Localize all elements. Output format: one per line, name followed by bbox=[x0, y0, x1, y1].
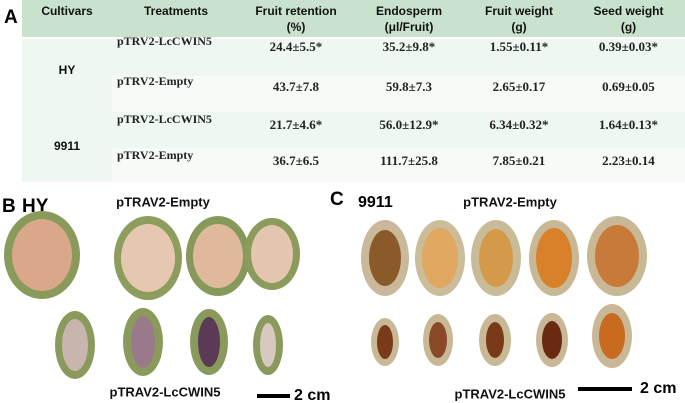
fruit bbox=[369, 230, 401, 286]
value-cell: 43.7±7.8 bbox=[273, 79, 320, 94]
value-cell: 2.65±0.17 bbox=[493, 79, 546, 94]
panel-label: A bbox=[4, 7, 18, 28]
fruit bbox=[12, 219, 72, 291]
value-cell: 7.85±0.21 bbox=[493, 153, 546, 168]
value-cell: 6.34±0.32* bbox=[489, 117, 548, 132]
value-cell: 0.39±0.03* bbox=[599, 39, 658, 54]
header-cell: Treatments bbox=[144, 4, 208, 18]
fruit bbox=[377, 325, 393, 359]
value-cell: 36.7±6.5 bbox=[273, 153, 320, 168]
table-header-bg bbox=[22, 0, 685, 38]
photo-label: pTRAV2-LcCWIN5 bbox=[455, 386, 566, 401]
value-cell: 35.2±9.8* bbox=[383, 39, 436, 54]
scale-label: 2 cm bbox=[640, 380, 676, 397]
treatment-cell: pTRV2-LcCWIN5 bbox=[117, 34, 212, 48]
photo-label: pTRAV2-Empty bbox=[116, 194, 210, 209]
fruit bbox=[595, 225, 639, 287]
value-cell: 1.64±0.13* bbox=[599, 117, 658, 132]
fruit bbox=[198, 317, 220, 367]
panel-c: C 9911 pTRAV2-Empty pTRAV2-LcCWIN5 2 cm bbox=[330, 189, 676, 401]
header-cell: Fruit retention bbox=[255, 4, 336, 18]
header-cell: Seed weight bbox=[593, 4, 663, 18]
header-cell: (μl/Fruit) bbox=[385, 20, 434, 34]
cultivar-cell: 9911 bbox=[54, 139, 80, 153]
fruit bbox=[121, 224, 175, 292]
row-bg bbox=[22, 38, 685, 76]
fruit bbox=[131, 316, 155, 368]
value-cell: 56.0±12.9* bbox=[379, 117, 438, 132]
fruit bbox=[486, 322, 504, 358]
value-cell: 111.7±25.8 bbox=[380, 153, 438, 168]
value-cell: 59.8±7.3 bbox=[386, 79, 433, 94]
fruit bbox=[193, 224, 243, 288]
fruit bbox=[479, 229, 513, 287]
panel-label: C bbox=[330, 189, 344, 210]
row-bg bbox=[22, 76, 112, 112]
panel-b: B HY pTRAV2-Empty pTRAV2-LcCWIN5 2 cm bbox=[2, 194, 330, 403]
treatment-cell: pTRV2-LcCWIN5 bbox=[117, 112, 212, 126]
photo-label: pTRAV2-Empty bbox=[463, 194, 557, 209]
fruit bbox=[429, 322, 447, 358]
value-cell: 1.55±0.11* bbox=[490, 39, 548, 54]
fruit bbox=[422, 228, 458, 288]
value-cell: 24.4±5.5* bbox=[270, 39, 323, 54]
fruit bbox=[62, 319, 88, 371]
row-bg bbox=[112, 76, 685, 112]
row-bg bbox=[112, 148, 685, 182]
photo-label: pTRAV2-LcCWIN5 bbox=[110, 384, 221, 399]
value-cell: 0.69±0.05 bbox=[602, 79, 655, 94]
value-cell: 2.23±0.14 bbox=[602, 153, 655, 168]
row-bg bbox=[22, 148, 112, 182]
fruit bbox=[599, 313, 625, 359]
row-bg bbox=[22, 112, 685, 148]
fruit bbox=[260, 323, 276, 367]
header-cell: (%) bbox=[287, 20, 306, 34]
cultivar-cell: HY bbox=[59, 63, 76, 77]
panel-label: B bbox=[2, 196, 16, 217]
header-cell: Cultivars bbox=[41, 4, 93, 18]
treatment-cell: pTRV2-Empty bbox=[117, 74, 193, 88]
scale-label: 2 cm bbox=[294, 387, 330, 403]
header-cell: Endosperm bbox=[376, 4, 442, 18]
header-cell: (g) bbox=[511, 20, 526, 34]
fruit bbox=[536, 228, 572, 288]
fruit bbox=[542, 321, 562, 359]
treatment-cell: pTRV2-Empty bbox=[117, 148, 193, 162]
cultivar-label: 9911 bbox=[358, 194, 393, 211]
value-cell: 21.7±4.6* bbox=[270, 117, 323, 132]
header-cell: (g) bbox=[621, 20, 636, 34]
header-cell: Fruit weight bbox=[485, 4, 553, 18]
fruit bbox=[251, 225, 293, 283]
